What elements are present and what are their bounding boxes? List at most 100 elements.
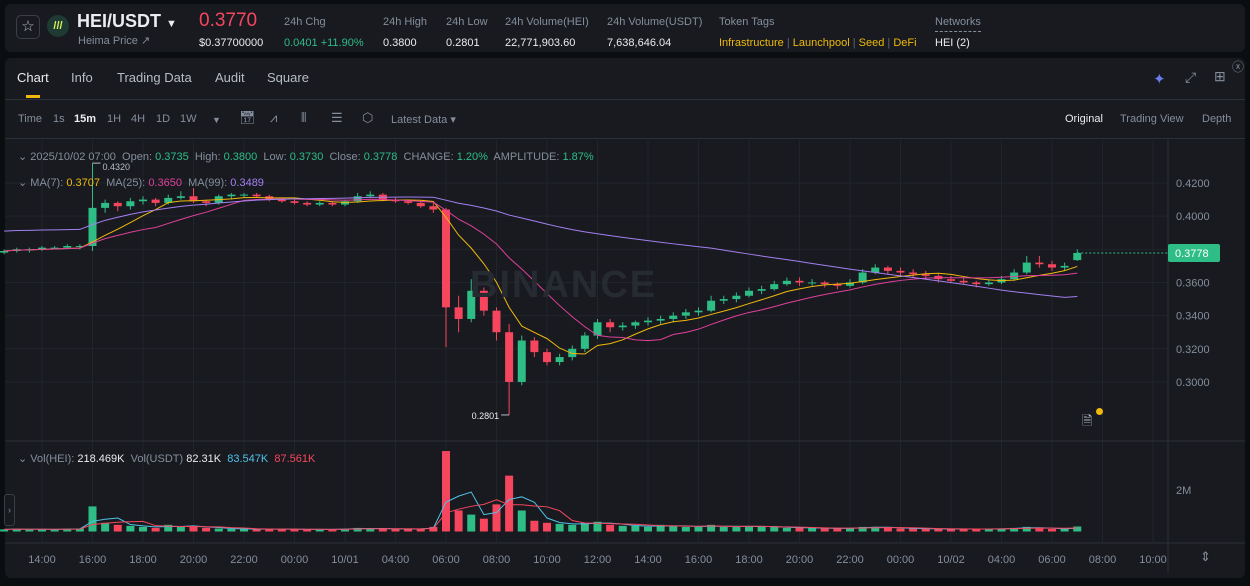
y-tick-label: 0.4200 xyxy=(1176,178,1210,190)
candle-body xyxy=(921,274,930,276)
volume-bar xyxy=(366,528,375,532)
pair-selector[interactable]: HEI/USDT ▼ xyxy=(77,11,177,32)
x-tick-label: 00:00 xyxy=(281,554,309,566)
volume-bar xyxy=(126,525,135,532)
volume-ma1-line xyxy=(4,491,1078,530)
candle-body xyxy=(606,322,615,328)
ai-sparkle-icon[interactable]: ✦ xyxy=(1153,71,1166,88)
volume-bar xyxy=(745,525,753,532)
tag-link[interactable]: DeFi xyxy=(893,37,917,49)
close-icon[interactable]: ⓧ xyxy=(1232,60,1245,74)
candle-body xyxy=(858,272,867,283)
x-tick-label: 14:00 xyxy=(28,554,56,566)
view-original[interactable]: Original xyxy=(1065,113,1103,125)
tag-link[interactable]: Infrastructure xyxy=(719,37,784,49)
interval-1h[interactable]: 1H xyxy=(107,113,122,125)
volume-bar xyxy=(517,510,526,532)
candle-body xyxy=(517,340,526,382)
settings-list-icon[interactable]: ☰ xyxy=(331,110,343,125)
token-price-link[interactable]: Heima Price ↗ xyxy=(78,35,151,47)
x-tick-label: 22:00 xyxy=(836,554,864,566)
hexagon-settings-icon[interactable]: ⬡ xyxy=(362,110,374,125)
candle-body xyxy=(189,196,198,202)
volume-bar xyxy=(871,526,880,532)
interval-1w[interactable]: 1W xyxy=(180,113,197,125)
candle-type-icon[interactable]: ⫴ xyxy=(301,110,307,125)
volume-bar xyxy=(303,529,312,532)
volume-bar xyxy=(984,528,993,532)
ticker-header: ☆ /// HEI/USDT ▼ Heima Price ↗ 0.3770 $0… xyxy=(5,4,1245,52)
tab-info[interactable]: Info xyxy=(71,70,93,85)
interval-time[interactable]: Time xyxy=(18,113,43,125)
vol-ma2-value: 87.561K xyxy=(274,453,316,465)
interval-15m[interactable]: 15m xyxy=(74,113,97,125)
notes-icon[interactable]: 🗎︎ xyxy=(1082,413,1093,428)
networks-value[interactable]: HEI (2) xyxy=(935,37,970,49)
candle-body xyxy=(404,201,413,203)
candle-body xyxy=(227,194,236,197)
volume-ma2-line xyxy=(4,499,1078,530)
tab-chart[interactable]: Chart xyxy=(17,70,49,85)
x-tick-label: 06:00 xyxy=(1038,554,1066,566)
ma99-label: MA(99): xyxy=(188,177,228,189)
layout-grid-icon[interactable]: ⊞ xyxy=(1214,68,1226,84)
volume-bar xyxy=(1073,526,1082,532)
tab-square[interactable]: Square xyxy=(267,70,309,85)
view-depth[interactable]: Depth xyxy=(1202,113,1232,125)
interval-1s[interactable]: 1s xyxy=(53,113,65,125)
volume-bar xyxy=(972,528,981,532)
candle-body xyxy=(972,282,981,285)
ma25-value: 0.3650 xyxy=(148,177,182,189)
candle-body xyxy=(757,289,766,291)
candle-body xyxy=(707,300,716,311)
volume-bar xyxy=(38,529,46,532)
candle-body xyxy=(38,247,46,250)
candle-body xyxy=(303,202,312,205)
candle-body xyxy=(1035,262,1044,265)
indicator-chart-icon[interactable]: ⩘ xyxy=(270,110,278,125)
latest-data-dropdown[interactable]: Latest Data ▾ xyxy=(391,113,456,126)
volume-bar xyxy=(505,475,514,532)
interval-4h[interactable]: 4H xyxy=(131,113,146,125)
vol-ma1-value: 83.547K xyxy=(227,453,269,465)
volume-bar xyxy=(88,506,97,532)
tab-audit[interactable]: Audit xyxy=(215,70,245,85)
candle-body xyxy=(745,290,753,296)
volume-bar xyxy=(707,524,716,532)
volume-bar xyxy=(669,525,678,532)
ma7-line xyxy=(4,196,1078,355)
volume-bar xyxy=(252,529,261,532)
volume-bar xyxy=(909,528,918,532)
calendar-icon[interactable]: 📅︎ xyxy=(239,110,256,125)
expand-icon[interactable]: ⤢ xyxy=(1185,69,1197,85)
y-tick-label: 0.3200 xyxy=(1176,344,1210,356)
volume-bar xyxy=(492,504,501,532)
volume-bar xyxy=(543,522,551,532)
scale-adjust-icon[interactable]: ⇕ xyxy=(1200,549,1211,564)
stat-value: 7,638,646.04 xyxy=(607,37,672,49)
volume-bar xyxy=(189,525,198,532)
expand-side-handle[interactable]: › xyxy=(4,494,15,526)
notification-dot xyxy=(1096,408,1103,415)
high-value: 0.3800 xyxy=(223,151,258,163)
volume-tick-label: 2M xyxy=(1176,485,1191,497)
volume-bar xyxy=(151,527,160,532)
low-value: 0.3730 xyxy=(289,151,324,163)
interval-1d[interactable]: 1D xyxy=(156,113,171,125)
tab-trading-data[interactable]: Trading Data xyxy=(117,70,192,85)
volume-bar xyxy=(795,527,804,532)
volume-bar xyxy=(0,529,9,532)
favorite-star-icon[interactable]: ☆ xyxy=(16,15,40,39)
caret-down-icon: ▾ xyxy=(450,114,456,126)
volume-bar xyxy=(176,526,185,532)
volume-bar xyxy=(808,527,817,532)
tag-link[interactable]: Launchpool xyxy=(792,37,850,49)
volume-bar xyxy=(631,525,640,532)
volume-bar xyxy=(454,510,463,532)
active-tab-indicator xyxy=(26,95,40,98)
view-trading-view[interactable]: Trading View xyxy=(1120,113,1184,125)
volume-bar xyxy=(75,528,84,532)
more-intervals-caret-icon[interactable]: ▼ xyxy=(212,115,221,125)
tag-link[interactable]: Seed xyxy=(858,37,885,49)
